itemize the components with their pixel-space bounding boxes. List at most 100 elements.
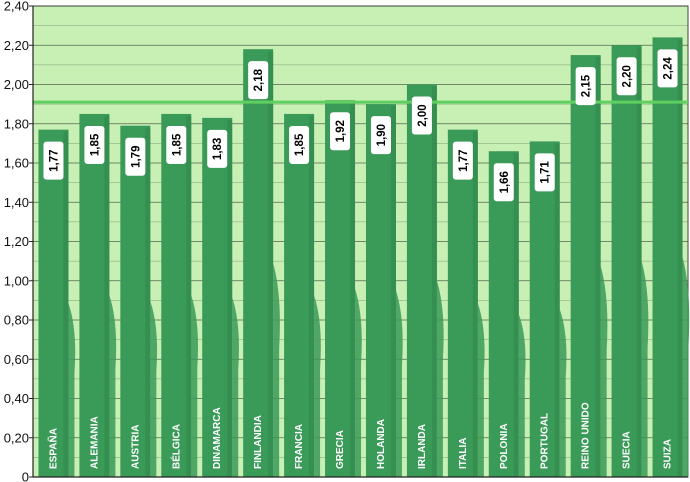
bar-shade [513, 153, 519, 477]
y-tick-label: 0,20 [4, 430, 29, 445]
category-label: HOLANDA [376, 419, 387, 469]
bar-group: ESPAÑA [38, 129, 76, 477]
bar-shade [145, 127, 151, 478]
category-label: BÉLGICA [169, 424, 182, 469]
category-label: FINLANDIA [253, 415, 264, 469]
bar-shade [677, 39, 683, 478]
bar-group: SUECIA [611, 45, 649, 477]
value-label-group: 1,83 [207, 129, 228, 168]
bar-tail [232, 297, 239, 477]
y-axis: 0 0,20 0,40 0,60 0,80 1,00 1,20 1,40 1,60 1,80 2,0… [4, 0, 688, 482]
value-label: 1,66 [499, 171, 511, 193]
category-label: FRANCIA [294, 424, 305, 469]
value-label: 2,24 [663, 57, 675, 80]
value-label: 1,92 [335, 120, 347, 142]
value-label-box [493, 163, 514, 202]
category-label: AUSTRIA [130, 425, 141, 469]
category-label: PORTUGAL [540, 413, 551, 469]
bar-shade [595, 57, 601, 477]
value-label: 1,77 [458, 149, 470, 171]
value-label: 1,90 [376, 124, 388, 146]
value-label-box [289, 125, 310, 164]
value-label-group: 2,00 [411, 96, 432, 135]
bar-shade [472, 131, 478, 477]
bar-tail [314, 295, 321, 477]
category-label: ESPAÑA [46, 428, 59, 469]
bar-shade [431, 86, 437, 477]
bar-shade [186, 115, 192, 477]
value-label-box [657, 49, 678, 88]
value-label: 1,77 [48, 149, 60, 171]
y-tick-label: 2,40 [4, 0, 29, 14]
value-label: 1,83 [212, 138, 224, 160]
y-tick-label: 0,80 [4, 313, 29, 328]
bar-shade [104, 115, 110, 477]
y-tick-label: 1,40 [4, 195, 29, 210]
value-label-box [575, 67, 596, 106]
bar-group: POLONIA [488, 151, 526, 477]
value-label: 1,85 [89, 133, 101, 156]
category-label: SUECIA [622, 431, 633, 469]
bar-tail [395, 290, 403, 477]
value-label-group: 2,20 [616, 57, 637, 96]
bar-tail [518, 314, 526, 477]
value-label-group: 1,85 [84, 125, 105, 164]
bar-tail [150, 301, 158, 478]
value-label-box [84, 125, 105, 164]
category-label: REINO UNIDO [581, 402, 592, 469]
value-label-group: 1,66 [493, 163, 514, 202]
category-label: IRLANDA [417, 424, 428, 469]
bar-tail [355, 288, 362, 478]
bar-tail [109, 295, 117, 477]
value-label-box [330, 112, 351, 151]
bar-tail [641, 261, 649, 477]
value-label: 1,85 [294, 133, 306, 156]
bar-tail [477, 303, 485, 477]
value-label: 2,15 [581, 74, 593, 97]
bar-group: BÉLGICA [161, 113, 199, 477]
bar-shade [63, 131, 69, 477]
value-label-group: 1,77 [452, 141, 473, 180]
value-label-group: 2,15 [575, 67, 596, 106]
category-label: SUIZA [663, 439, 674, 469]
bar-group: PORTUGAL [529, 141, 567, 477]
bar-tail [559, 309, 567, 477]
value-label-group: 1,85 [289, 125, 310, 164]
value-label: 1,85 [171, 133, 183, 156]
bar-shade [227, 119, 233, 478]
y-tick-label: 1,20 [4, 234, 29, 249]
y-tick-label: 0,60 [4, 352, 29, 367]
bar-tail [600, 266, 608, 477]
bar-group: HOLANDA [365, 104, 403, 477]
category-label: GRECIA [335, 430, 346, 469]
value-label-box [534, 153, 555, 192]
bar-tail [68, 303, 76, 477]
bar-shade [268, 51, 274, 478]
bar-shade [350, 102, 356, 477]
bar-shade [390, 106, 396, 477]
value-label-group: 1,85 [166, 125, 187, 164]
y-tick-label: 2,00 [4, 77, 29, 92]
bar-group: AUSTRIA [120, 125, 158, 478]
bar-shade [309, 115, 315, 477]
bar-group: IRLANDA [406, 84, 444, 477]
bar-group: SUIZA [652, 37, 690, 478]
y-tick-label: 1,80 [4, 116, 29, 131]
value-label-box [43, 141, 64, 180]
value-labels: 1,77 1,85 1,79 1,85 1,83 2,18 1,85 1,92 1,90 2,00… [43, 49, 678, 202]
value-label: 2,18 [253, 68, 265, 91]
value-label-box [125, 137, 146, 176]
value-label-box [616, 57, 637, 96]
bar-group: ALEMANIA [79, 113, 117, 477]
value-label: 2,20 [622, 65, 634, 87]
category-label: ALEMANIA [89, 416, 100, 469]
bar-group: GRECIA [325, 100, 362, 478]
category-label: POLONIA [499, 423, 510, 469]
value-label-box [166, 125, 187, 164]
y-tick-label: 2,20 [4, 38, 29, 53]
value-label-box [370, 116, 391, 155]
value-label-box [452, 141, 473, 180]
bar-shade [636, 47, 642, 477]
category-label: DINAMARCA [212, 407, 223, 469]
